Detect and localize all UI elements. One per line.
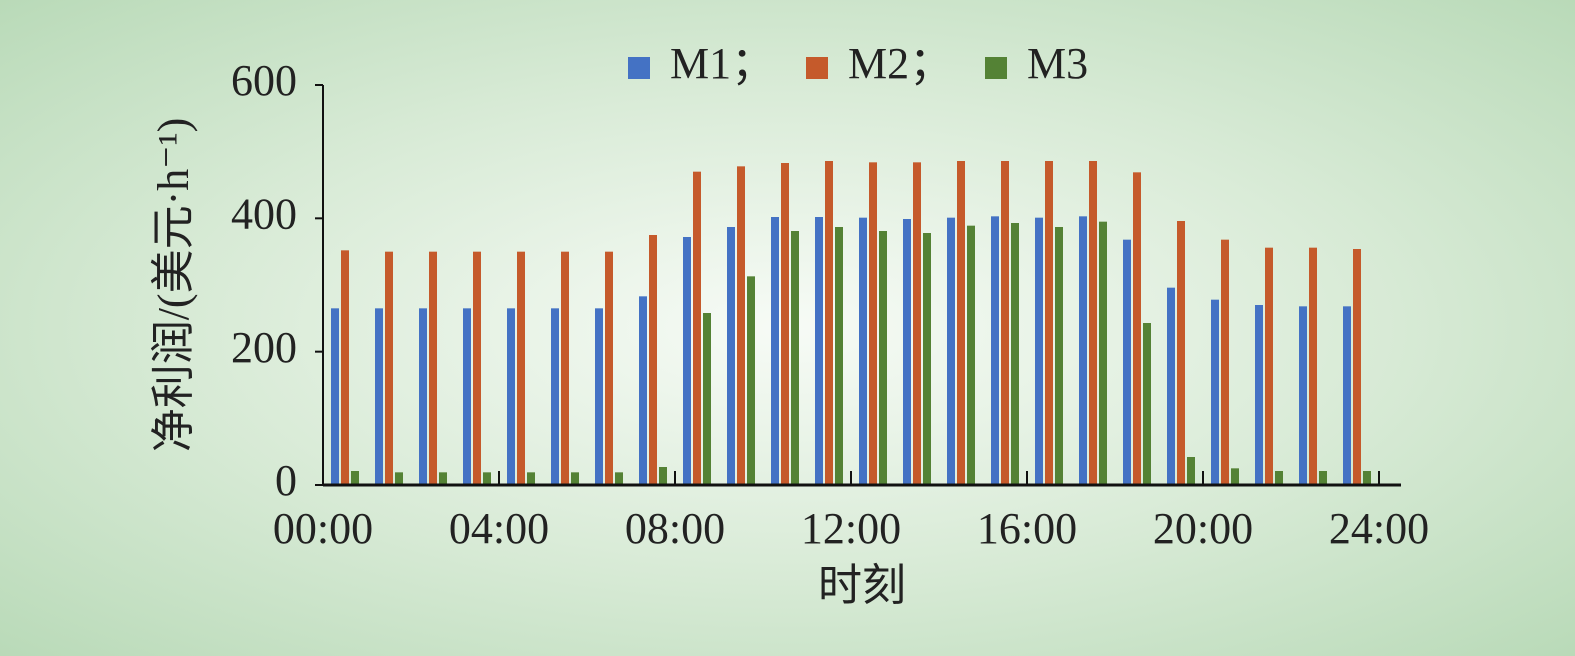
bar	[1133, 172, 1141, 486]
bar	[781, 163, 789, 485]
bar	[1363, 471, 1371, 485]
bar	[747, 276, 755, 485]
bar	[1343, 306, 1351, 485]
bar	[923, 233, 931, 485]
legend-label: M2；	[848, 39, 953, 88]
bar	[991, 216, 999, 486]
bar	[639, 296, 647, 485]
y-tick-label: 600	[231, 56, 297, 105]
bar	[815, 217, 823, 485]
x-tick-label: 16:00	[977, 504, 1077, 553]
bar	[1299, 306, 1307, 485]
bar	[1035, 217, 1043, 485]
bar	[683, 237, 691, 485]
bar	[1211, 299, 1219, 485]
bar	[913, 162, 921, 486]
bar	[869, 162, 877, 486]
x-tick-label: 24:00	[1329, 504, 1429, 553]
bar	[1167, 287, 1175, 485]
bar	[947, 217, 955, 485]
bar	[507, 308, 515, 485]
bar	[957, 161, 965, 485]
bar	[331, 308, 339, 485]
bar	[1265, 247, 1273, 485]
legend-swatch	[985, 57, 1007, 79]
bar	[351, 471, 359, 485]
bar	[703, 313, 711, 485]
bar	[527, 472, 535, 485]
bar	[1353, 249, 1361, 485]
bar	[1045, 161, 1053, 485]
bar	[571, 472, 579, 485]
bar	[429, 251, 437, 485]
bar	[517, 251, 525, 485]
bar	[1309, 247, 1317, 485]
bar	[1099, 221, 1107, 485]
bar	[1255, 305, 1263, 485]
x-tick-label: 20:00	[1153, 504, 1253, 553]
bar	[1187, 457, 1195, 485]
bar	[903, 219, 911, 485]
bar	[1089, 161, 1097, 485]
bar	[659, 467, 667, 485]
bar	[1275, 471, 1283, 485]
bar	[649, 235, 657, 485]
x-tick-label: 04:00	[449, 504, 549, 553]
bar	[825, 161, 833, 485]
bar	[1123, 239, 1131, 485]
bar	[595, 308, 603, 485]
x-tick-label: 00:00	[273, 504, 373, 553]
x-axis-label: 时刻	[818, 561, 906, 610]
bar	[1001, 161, 1009, 485]
bar	[1221, 239, 1229, 485]
legend-swatch	[806, 57, 828, 79]
bar	[693, 171, 701, 485]
bar	[385, 251, 393, 485]
legend-label: M1；	[670, 39, 775, 88]
y-tick-label: 400	[231, 189, 297, 238]
bar	[551, 308, 559, 485]
bar	[835, 227, 843, 485]
bar	[879, 231, 887, 485]
bar	[1319, 471, 1327, 485]
bar	[341, 250, 349, 485]
bar	[967, 225, 975, 485]
bar	[605, 251, 613, 485]
bar	[737, 166, 745, 486]
y-tick-label: 200	[231, 323, 297, 372]
y-axis-label: 净利润/(美元·h⁻¹)	[149, 118, 198, 453]
x-tick-label: 08:00	[625, 504, 725, 553]
bar	[771, 217, 779, 485]
bar	[1143, 323, 1151, 485]
bar	[1079, 216, 1087, 486]
bar	[483, 472, 491, 485]
bar	[375, 308, 383, 485]
bar	[561, 251, 569, 485]
x-tick-label: 12:00	[801, 504, 901, 553]
legend-label: M3	[1027, 39, 1088, 88]
bar	[859, 217, 867, 485]
bar	[1055, 227, 1063, 485]
bar	[791, 231, 799, 485]
bar	[473, 251, 481, 485]
bar	[419, 308, 427, 485]
bar	[395, 472, 403, 485]
bar	[727, 227, 735, 485]
y-tick-label: 0	[275, 456, 297, 505]
bar	[463, 308, 471, 485]
bar	[1177, 221, 1185, 485]
bar	[615, 472, 623, 485]
bar	[439, 472, 447, 485]
bar	[1011, 223, 1019, 485]
legend-swatch	[628, 57, 650, 79]
bar	[1231, 468, 1239, 485]
